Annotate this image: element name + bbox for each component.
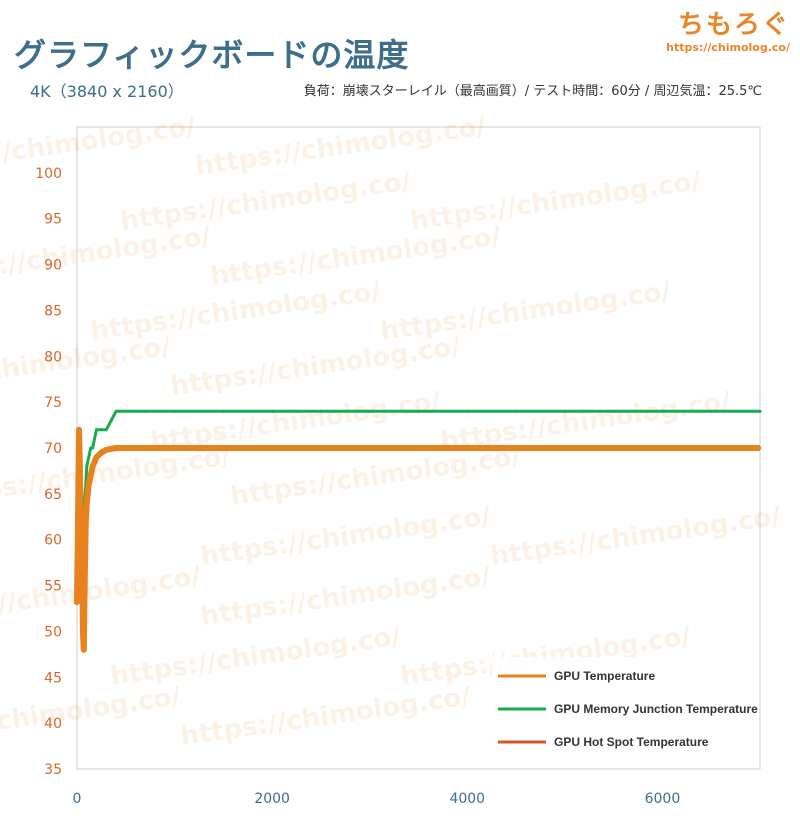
data-point: [173, 409, 177, 413]
y-tick-label: 45: [44, 670, 62, 686]
y-tick-label: 75: [44, 395, 62, 411]
data-point: [758, 409, 762, 413]
data-point: [417, 446, 420, 450]
data-point: [109, 418, 113, 422]
data-point: [709, 409, 713, 413]
y-tick-label: 80: [44, 349, 62, 365]
y-tick-label: 35: [44, 762, 62, 778]
data-point: [85, 464, 89, 468]
data-point: [514, 409, 518, 413]
site-logo: ちもろぐ https://chimolog.co/: [666, 4, 790, 54]
legend-label: GPU Hot Spot Temperature: [554, 735, 709, 749]
test-conditions: 負荷：崩壊スターレイル（最高画質）/ テスト時間：60分 / 周辺気温：25.5…: [303, 84, 762, 99]
data-point: [81, 629, 85, 633]
data-point: [91, 446, 95, 450]
data-point: [465, 409, 469, 413]
data-point: [758, 446, 762, 450]
data-point: [87, 483, 91, 487]
data-point: [114, 409, 118, 413]
data-point: [612, 409, 616, 413]
logo-text: ちもろぐ: [677, 10, 790, 40]
x-tick-label: 6000: [645, 791, 681, 807]
data-point: [78, 464, 82, 468]
series-line-gpu-temperature: [74, 426, 760, 653]
legend: GPU Temperature GPU Memory Junction Tempe…: [492, 657, 758, 757]
y-tick-label: 85: [44, 303, 62, 319]
data-point: [612, 446, 616, 450]
legend-label: GPU Memory Junction Temperature: [554, 702, 758, 716]
y-tick-label: 40: [44, 716, 62, 732]
data-point: [99, 428, 103, 432]
y-tick-label: 50: [44, 624, 62, 640]
y-tick-label: 100: [35, 166, 62, 182]
data-point: [77, 428, 81, 432]
data-point: [99, 451, 103, 455]
data-point: [660, 409, 664, 413]
y-tick-label: 95: [44, 212, 62, 228]
data-point: [221, 409, 225, 413]
data-point: [104, 428, 108, 432]
x-axis: 0 2000 4000 6000: [73, 791, 681, 807]
data-point: [79, 584, 83, 588]
data-point: [319, 446, 323, 450]
page-title: グラフィックボードの温度: [14, 36, 410, 74]
x-tick-label: 0: [73, 791, 82, 807]
data-point: [417, 409, 420, 413]
data-point: [93, 460, 97, 464]
data-point: [563, 446, 567, 450]
data-point: [89, 474, 93, 478]
data-point: [76, 519, 80, 523]
data-point: [368, 446, 372, 450]
data-point: [82, 648, 86, 652]
logo-url: https://chimolog.co/: [666, 41, 790, 54]
y-axis: 35 40 45 50 55 60 65 70 75 80 85 90 95 100: [35, 166, 62, 778]
x-tick-label: 4000: [449, 791, 485, 807]
data-point: [84, 519, 88, 523]
data-point: [104, 448, 108, 452]
legend-background: [492, 657, 754, 757]
data-point: [221, 446, 225, 450]
data-point: [709, 446, 713, 450]
data-point: [83, 574, 87, 578]
data-point: [75, 602, 79, 606]
data-point: [563, 409, 567, 413]
data-point: [270, 409, 274, 413]
y-tick-label: 55: [44, 579, 62, 595]
data-point: [173, 446, 177, 450]
data-point: [368, 409, 372, 413]
x-tick-label: 2000: [254, 791, 290, 807]
series-layer: [74, 409, 762, 653]
data-point: [95, 428, 99, 432]
data-point: [95, 455, 99, 459]
data-point: [124, 446, 128, 450]
data-point: [319, 409, 323, 413]
y-tick-label: 90: [44, 258, 62, 274]
data-point: [143, 446, 147, 450]
data-point: [465, 446, 469, 450]
data-point: [143, 409, 147, 413]
data-point: [80, 519, 84, 523]
data-point: [514, 446, 518, 450]
data-point: [85, 501, 89, 505]
data-point: [91, 464, 95, 468]
data-point: [270, 446, 274, 450]
legend-label: GPU Temperature: [554, 669, 655, 683]
resolution-subtitle: 4K（3840 x 2160）: [30, 82, 184, 101]
data-point: [660, 446, 664, 450]
y-tick-label: 70: [44, 441, 62, 457]
y-tick-label: 65: [44, 487, 62, 503]
y-tick-label: 60: [44, 533, 62, 549]
data-point: [114, 446, 118, 450]
